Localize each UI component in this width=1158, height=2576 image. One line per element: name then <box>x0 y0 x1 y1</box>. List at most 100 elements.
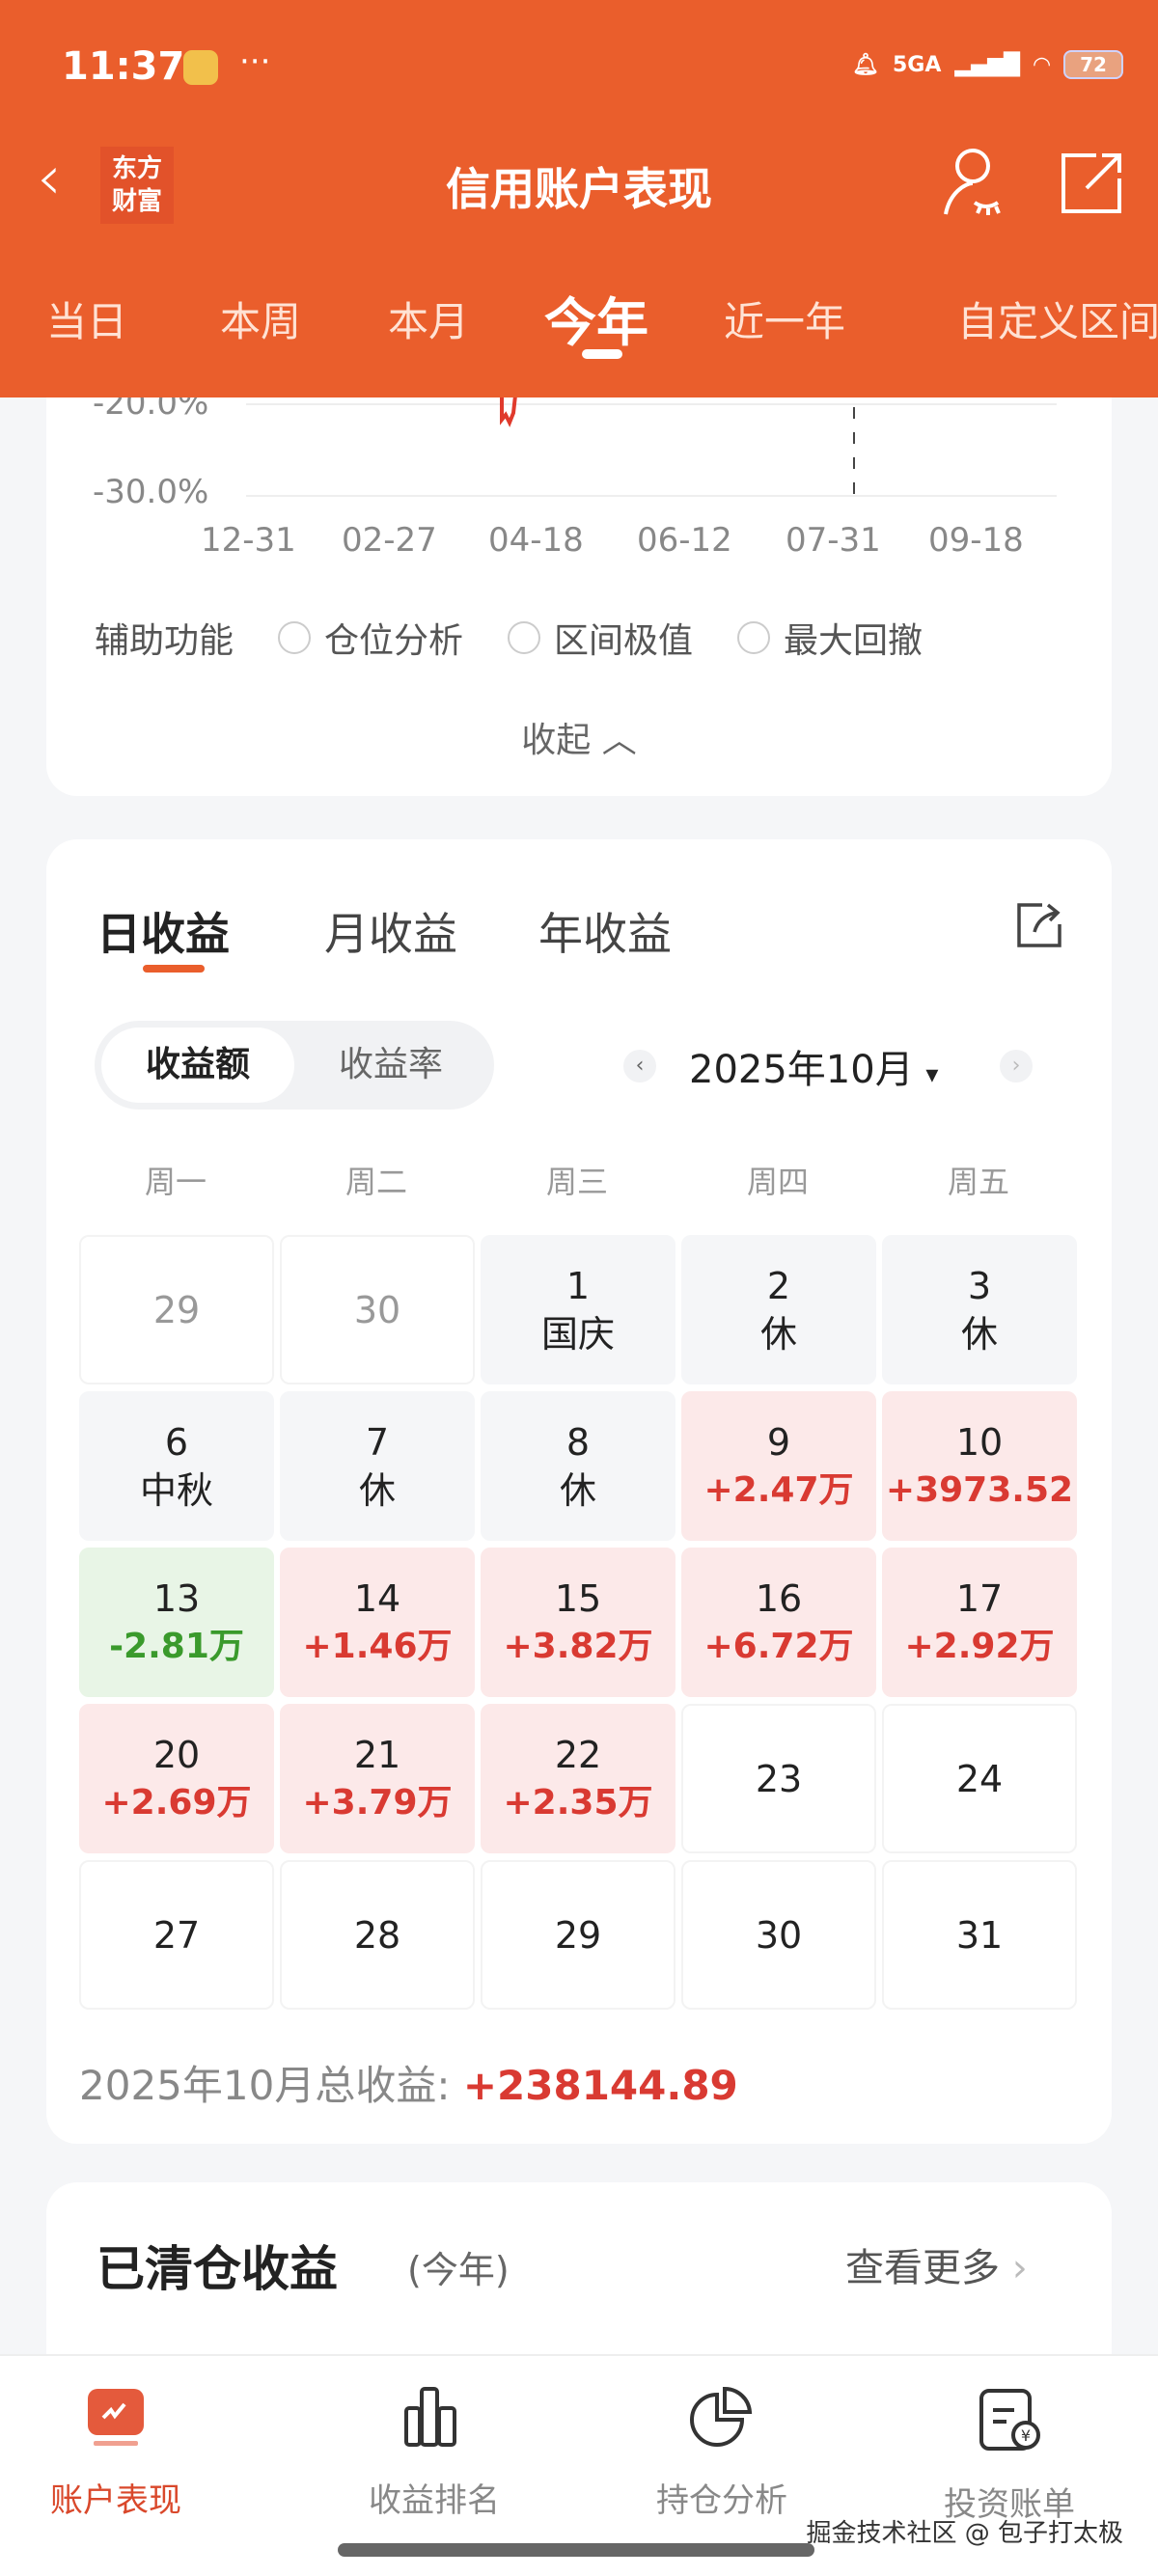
radio-interval-extremes[interactable]: 区间极值 <box>508 613 693 663</box>
day-number: 6 <box>164 1420 189 1464</box>
radio-icon[interactable] <box>737 621 771 654</box>
watermark: 掘金技术社区 @ 包子打太极 <box>806 2519 1123 2548</box>
radio-icon[interactable] <box>278 621 312 654</box>
nav-holdings-analysis[interactable]: 持仓分析 <box>606 2385 838 2521</box>
page-title: 信用账户表现 <box>446 163 712 215</box>
tab-today[interactable]: 当日 <box>46 298 128 345</box>
share-icon[interactable] <box>1058 150 1125 217</box>
radio-position-analysis[interactable]: 仓位分析 <box>278 613 463 663</box>
calendar-day[interactable]: 30 <box>280 1235 475 1384</box>
nav-investment-bill[interactable]: ¥ 投资账单 <box>894 2385 1125 2525</box>
calendar-day[interactable]: 14 +1.46万 <box>280 1548 475 1697</box>
status-time: 11:37 <box>62 44 185 89</box>
svg-text:¥: ¥ <box>1021 2426 1031 2445</box>
home-indicator[interactable] <box>338 2543 814 2557</box>
calendar-day[interactable]: 28 <box>280 1860 475 2010</box>
x-tick-label: 04-18 <box>488 521 584 560</box>
day-value: 国庆 <box>540 1312 615 1356</box>
header: 11:37 ··· 🔔︎ 5GA ▂▄▆█ ◠ 72 ‹ 东方 财富 信用账户表现… <box>0 0 1158 397</box>
calendar-day[interactable]: 9 +2.47万 <box>681 1391 876 1541</box>
toggle-rate[interactable]: 收益率 <box>338 1045 443 1084</box>
view-more-link[interactable]: 查看更多 › <box>845 2236 1028 2292</box>
battery-icon: 72 <box>1063 50 1123 79</box>
month-selector[interactable]: 2025年10月 ▾ <box>689 1038 938 1094</box>
calendar-day[interactable]: 13 -2.81万 <box>79 1548 274 1697</box>
logo: 东方 财富 <box>100 147 174 224</box>
calendar-day[interactable]: 24 <box>882 1704 1077 1853</box>
nav-label: 账户表现 <box>50 2481 181 2520</box>
calendar-day[interactable]: 30 <box>681 1860 876 2010</box>
day-value: -2.81万 <box>109 1626 244 1666</box>
nav-label: 投资账单 <box>944 2485 1075 2524</box>
day-number: 8 <box>565 1420 591 1464</box>
tab-this-year[interactable]: 今年 <box>544 292 648 353</box>
tab-week[interactable]: 本周 <box>220 298 302 345</box>
day-value: +2.92万 <box>904 1626 1055 1666</box>
tab-month[interactable]: 本月 <box>388 298 470 345</box>
day-number: 7 <box>365 1420 390 1464</box>
tab-monthly-returns[interactable]: 月收益 <box>324 908 457 960</box>
day-value: 中秋 <box>139 1468 213 1512</box>
status-icons: 🔔︎ 5GA ▂▄▆█ ◠ 72 <box>852 50 1123 79</box>
day-value: +2.35万 <box>503 1782 653 1822</box>
month-total: 2025年10月总收益: +238144.89 <box>79 2053 738 2112</box>
prev-month-button[interactable]: ‹ <box>623 1050 656 1082</box>
y-tick-label: -30.0% <box>93 473 209 511</box>
caret-down-icon: ▾ <box>925 1060 939 1089</box>
day-value: 休 <box>759 1312 797 1356</box>
back-button[interactable]: ‹ <box>37 143 62 214</box>
calendar-day[interactable]: 15 +3.82万 <box>481 1548 676 1697</box>
nav-label: 收益排名 <box>369 2481 500 2520</box>
chevron-up-icon: ︿ <box>601 721 637 760</box>
radio-max-drawdown[interactable]: 最大回撤 <box>737 613 923 663</box>
toggle-amount[interactable]: 收益额 <box>101 1028 294 1103</box>
chart-plot[interactable] <box>0 386 1158 502</box>
day-number: 23 <box>755 1757 803 1800</box>
tab-daily-returns[interactable]: 日收益 <box>96 908 230 960</box>
period-tabs: 当日 本周 本月 今年 近一年 自定义区间 <box>0 280 1158 357</box>
tab-yearly-returns[interactable]: 年收益 <box>538 908 672 960</box>
calendar-day[interactable]: 6 中秋 <box>79 1391 274 1541</box>
calendar-day[interactable]: 1 国庆 <box>481 1235 676 1384</box>
calendar-day[interactable]: 29 <box>481 1860 676 2010</box>
tab-last-year[interactable]: 近一年 <box>724 298 846 345</box>
radio-label: 仓位分析 <box>324 621 464 661</box>
calendar-day[interactable]: 22 +2.35万 <box>481 1704 676 1853</box>
calendar-day[interactable]: 16 +6.72万 <box>681 1548 876 1697</box>
day-number: 10 <box>955 1420 1004 1464</box>
share-icon[interactable] <box>1013 899 1065 951</box>
view-more-label: 查看更多 <box>845 2246 1000 2290</box>
calendar-day[interactable]: 17 +2.92万 <box>882 1548 1077 1697</box>
collapse-button[interactable]: 收起 ︿ <box>0 712 1158 762</box>
calendar-day[interactable]: 20 +2.69万 <box>79 1704 274 1853</box>
calendar-day[interactable]: 10 +3973.52 <box>882 1391 1077 1541</box>
nav-account-performance[interactable]: 账户表现 <box>0 2385 232 2521</box>
calendar-day[interactable]: 29 <box>79 1235 274 1384</box>
calendar-day[interactable]: 21 +3.79万 <box>280 1704 475 1853</box>
calendar-day[interactable]: 27 <box>79 1860 274 2010</box>
next-month-button[interactable]: › <box>1000 1050 1033 1082</box>
day-value: 休 <box>358 1468 396 1512</box>
day-number: 29 <box>152 1288 201 1331</box>
day-number: 24 <box>955 1757 1004 1800</box>
nav-returns-ranking[interactable]: 收益排名 <box>318 2385 550 2521</box>
assist-label: 辅助功能 <box>95 621 234 661</box>
privacy-eye-user-icon[interactable] <box>938 145 1006 222</box>
day-number: 20 <box>152 1733 201 1776</box>
radio-icon[interactable] <box>508 621 541 654</box>
app-notification-icon <box>183 50 218 85</box>
calendar-day[interactable]: 23 <box>681 1704 876 1853</box>
day-number: 22 <box>554 1733 602 1776</box>
calendar-day[interactable]: 31 <box>882 1860 1077 2010</box>
day-number: 14 <box>353 1576 401 1620</box>
day-number: 15 <box>554 1576 602 1620</box>
tab-custom-range[interactable]: 自定义区间 <box>957 298 1158 345</box>
day-number: 13 <box>152 1576 201 1620</box>
weekday-label: 周二 <box>345 1164 407 1200</box>
day-number: 29 <box>554 1913 602 1957</box>
more-notifications-icon: ··· <box>239 42 271 81</box>
